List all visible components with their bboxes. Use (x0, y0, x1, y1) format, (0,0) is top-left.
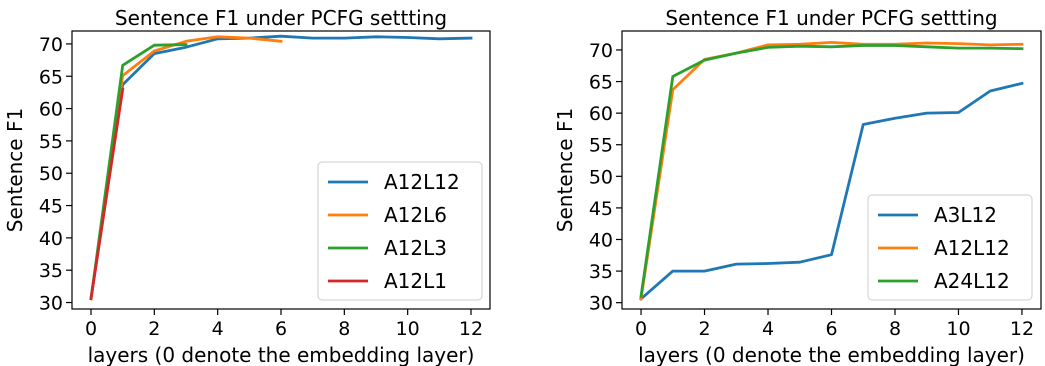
chart-1-series-line-a12l12 (89, 34, 473, 301)
chart-1-legend-label-a12l3: A12L3 (384, 236, 447, 260)
chart-2-x-tick-label: 8 (889, 318, 901, 340)
chart-1-legend-box (317, 161, 483, 301)
chart-2-legend-label-a24l12: A24L12 (934, 269, 1010, 293)
chart-2-x-tick-label: 2 (698, 318, 710, 340)
chart-1-x-tick-label: 6 (275, 318, 287, 340)
chart-2-y-tick-label: 60 (589, 103, 613, 125)
chart-2-x-tick-label: 12 (1010, 318, 1034, 340)
chart-2-y-tick-label: 55 (589, 135, 613, 157)
chart-1-y-tick-label: 40 (39, 228, 63, 250)
chart-2-y-axis-label: Sentence F1 (553, 108, 577, 232)
chart-1-x-axis-label: layers (0 denote the embedding layer) (88, 343, 475, 366)
chart-2-series-line-a3l12 (639, 81, 1024, 301)
chart-1-y-tick-label: 55 (39, 131, 63, 153)
chart-2-legend: A3L12 A12L12 A24L12 (867, 194, 1033, 301)
chart-2-panel: Sentence F1 under PCFG settting 0 2 4 6 8 10 12… (553, 6, 1042, 366)
chart-1-x-tick-label: 0 (85, 318, 97, 340)
chart-2-title: Sentence F1 under PCFG settting (665, 6, 997, 30)
chart-1-y-tick-label: 30 (39, 293, 63, 315)
chart-1-x-tick-label: 4 (212, 318, 224, 340)
chart-1-x-tick-label: 10 (396, 318, 420, 340)
chart-2-y-tick-label: 30 (589, 293, 613, 315)
chart-1-legend-label-a12l12: A12L12 (384, 170, 460, 194)
chart-1-legend-label-a12l6: A12L6 (384, 203, 447, 227)
chart-1-y-axis-label: Sentence F1 (3, 108, 27, 232)
chart-1-legend-label-a12l1: A12L1 (384, 269, 447, 293)
chart-2-y-tick-label: 40 (589, 230, 613, 252)
chart-2-y-tick-label: 70 (589, 40, 613, 62)
chart-1-x-tick-label: 2 (148, 318, 160, 340)
chart-2-x-tick-label: 4 (762, 318, 774, 340)
chart-2-legend-label-a12l12: A12L12 (934, 236, 1010, 260)
chart-1-series-line-a12l6 (89, 35, 283, 301)
chart-1-y-tick-label: 60 (39, 99, 63, 121)
chart-1-x-tick-label: 12 (459, 318, 483, 340)
chart-1-series-line-a12l1 (89, 87, 125, 301)
chart-2-legend-box (867, 194, 1033, 301)
chart-2-y-tick-label: 35 (589, 261, 613, 283)
chart-2-y-tick-label: 45 (589, 198, 613, 220)
chart-2-legend-label-a3l12: A3L12 (934, 203, 997, 227)
chart-1-panel: Sentence F1 under PCFG settting 0 2 4 6 8 10 12… (3, 6, 491, 366)
chart-1-y-tick-label: 70 (39, 34, 63, 56)
chart-1-title: Sentence F1 under PCFG settting (115, 6, 447, 30)
chart-2-x-tick-label: 10 (946, 318, 970, 340)
chart-2-x-tick-label: 6 (825, 318, 837, 340)
chart-2-y-tick-label: 50 (589, 166, 613, 188)
chart-1-legend: A12L12 A12L6 A12L3 A12L1 (317, 161, 483, 301)
chart-2-y-tick-label: 65 (589, 72, 613, 94)
chart-1-y-tick-label: 50 (39, 163, 63, 185)
chart-2-x-axis-label: layers (0 denote the embedding layer) (638, 343, 1025, 366)
chart-1-y-tick-label: 35 (39, 260, 63, 282)
chart-1-x-tick-label: 8 (338, 318, 350, 340)
chart-1-series-line-a12l3 (89, 43, 188, 301)
chart-1-y-tick-label: 45 (39, 196, 63, 218)
chart-1-y-tick-label: 65 (39, 66, 63, 88)
chart-2-x-tick-label: 0 (635, 318, 647, 340)
chart-2-series-line-a24l12 (639, 44, 1024, 298)
